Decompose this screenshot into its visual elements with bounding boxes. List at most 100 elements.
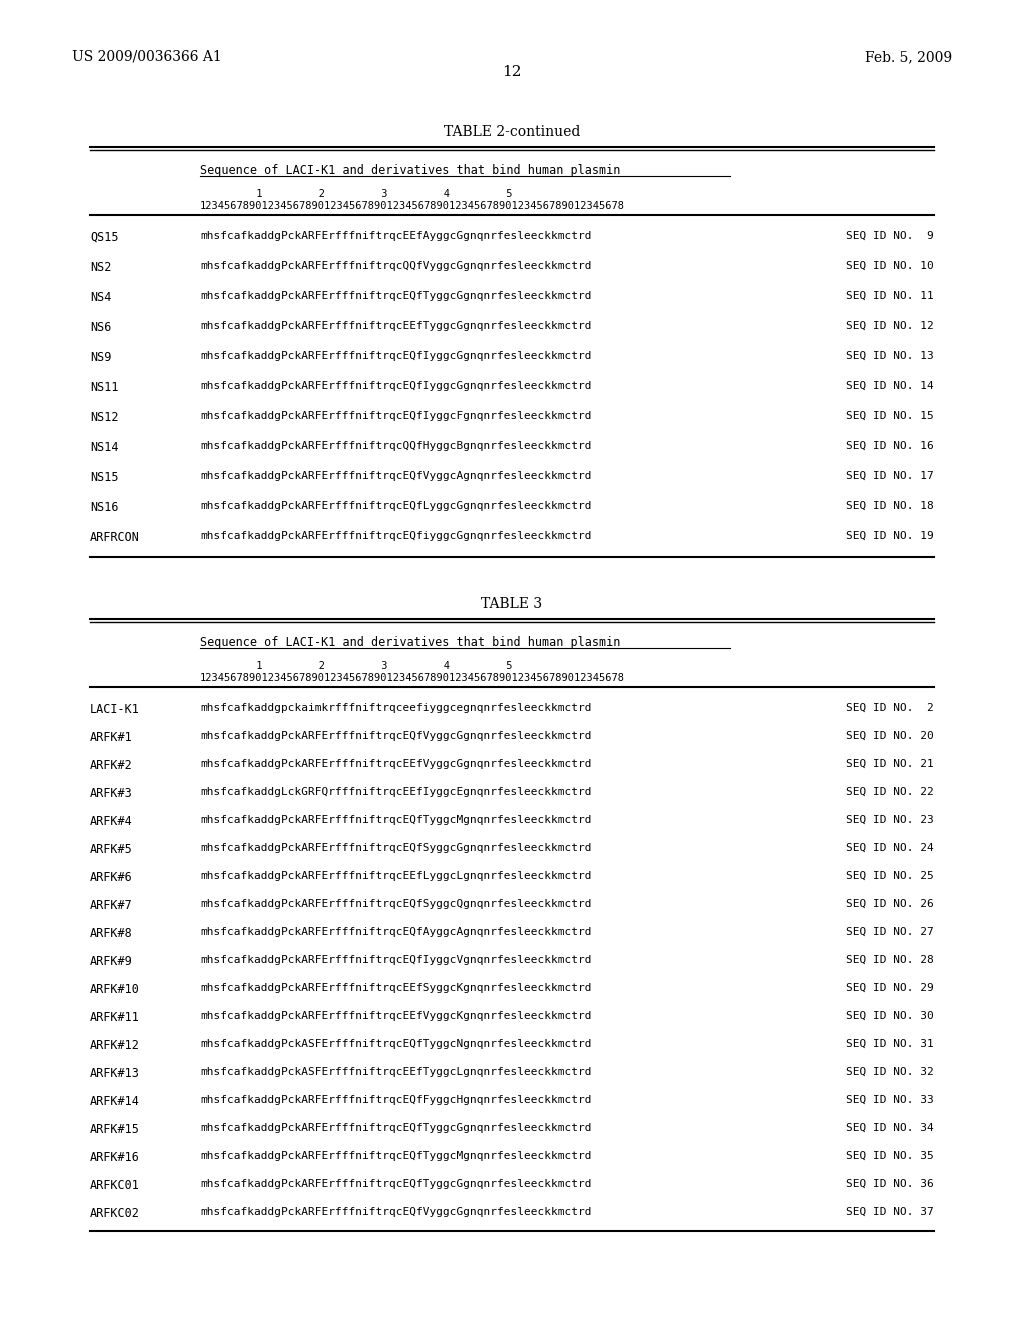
Text: QS15: QS15: [90, 231, 119, 244]
Text: TABLE 3: TABLE 3: [481, 597, 543, 611]
Text: ARFK#11: ARFK#11: [90, 1011, 140, 1024]
Text: ARFK#9: ARFK#9: [90, 954, 133, 968]
Text: mhsfcafkaddgPckARFErfffniftrqcEQfSyggcQgnqnrfesleeckkmctrd: mhsfcafkaddgPckARFErfffniftrqcEQfSyggcQg…: [200, 899, 592, 909]
Text: ARFK#12: ARFK#12: [90, 1039, 140, 1052]
Text: SEQ ID NO. 24: SEQ ID NO. 24: [846, 843, 934, 853]
Text: 12345678901234567890123456789012345678901234567890123456789012345678: 1234567890123456789012345678901234567890…: [200, 201, 625, 211]
Text: NS11: NS11: [90, 381, 119, 393]
Text: SEQ ID NO. 18: SEQ ID NO. 18: [846, 502, 934, 511]
Text: mhsfcafkaddgLckGRFQrfffniftrqcEEfIyggcEgnqnrfesleeckkmctrd: mhsfcafkaddgLckGRFQrfffniftrqcEEfIyggcEg…: [200, 787, 592, 797]
Text: Sequence of LACI-K1 and derivatives that bind human plasmin: Sequence of LACI-K1 and derivatives that…: [200, 636, 621, 649]
Text: SEQ ID NO. 33: SEQ ID NO. 33: [846, 1096, 934, 1105]
Text: mhsfcafkaddgPckARFErfffniftrqcEEfAyggcGgnqnrfesleeckkmctrd: mhsfcafkaddgPckARFErfffniftrqcEEfAyggcGg…: [200, 231, 592, 242]
Text: SEQ ID NO. 11: SEQ ID NO. 11: [846, 290, 934, 301]
Text: TABLE 2-continued: TABLE 2-continued: [443, 125, 581, 139]
Text: mhsfcafkaddgPckARFErfffniftrqcEQfTyggcMgnqnrfesleeckkmctrd: mhsfcafkaddgPckARFErfffniftrqcEQfTyggcMg…: [200, 1151, 592, 1162]
Text: NS4: NS4: [90, 290, 112, 304]
Text: mhsfcafkaddgPckARFErfffniftrqcEEfSyggcKgnqnrfesleeckkmctrd: mhsfcafkaddgPckARFErfffniftrqcEEfSyggcKg…: [200, 983, 592, 993]
Text: ARFK#6: ARFK#6: [90, 871, 133, 884]
Text: mhsfcafkaddgPckARFErfffniftrqcEQfIyggcFgnqnrfesleeckkmctrd: mhsfcafkaddgPckARFErfffniftrqcEQfIyggcFg…: [200, 411, 592, 421]
Text: mhsfcafkaddgPckARFErfffniftrqcEQfAyggcAgnqnrfesleeckkmctrd: mhsfcafkaddgPckARFErfffniftrqcEQfAyggcAg…: [200, 927, 592, 937]
Text: SEQ ID NO. 14: SEQ ID NO. 14: [846, 381, 934, 391]
Text: mhsfcafkaddgpckaimkrfffniftrqceefiyggcegnqnrfesleeckkmctrd: mhsfcafkaddgpckaimkrfffniftrqceefiyggceg…: [200, 704, 592, 713]
Text: US 2009/0036366 A1: US 2009/0036366 A1: [72, 50, 222, 63]
Text: ARFK#10: ARFK#10: [90, 983, 140, 997]
Text: NS9: NS9: [90, 351, 112, 364]
Text: mhsfcafkaddgPckARFErfffniftrqcEQfVyggcGgnqnrfesleeckkmctrd: mhsfcafkaddgPckARFErfffniftrqcEQfVyggcGg…: [200, 731, 592, 741]
Text: ARFRCON: ARFRCON: [90, 531, 140, 544]
Text: ARFK#3: ARFK#3: [90, 787, 133, 800]
Text: 12345678901234567890123456789012345678901234567890123456789012345678: 1234567890123456789012345678901234567890…: [200, 673, 625, 682]
Text: SEQ ID NO. 15: SEQ ID NO. 15: [846, 411, 934, 421]
Text: ARFK#16: ARFK#16: [90, 1151, 140, 1164]
Text: mhsfcafkaddgPckASFErfffniftrqcEEfTyggcLgnqnrfesleeckkmctrd: mhsfcafkaddgPckASFErfffniftrqcEEfTyggcLg…: [200, 1067, 592, 1077]
Text: SEQ ID NO. 12: SEQ ID NO. 12: [846, 321, 934, 331]
Text: mhsfcafkaddgPckARFErfffniftrqcEQfSyggcGgnqnrfesleeckkmctrd: mhsfcafkaddgPckARFErfffniftrqcEQfSyggcGg…: [200, 843, 592, 853]
Text: mhsfcafkaddgPckARFErfffniftrqcQQfVyggcGgnqnrfesleeckkmctrd: mhsfcafkaddgPckARFErfffniftrqcQQfVyggcGg…: [200, 261, 592, 271]
Text: SEQ ID NO. 17: SEQ ID NO. 17: [846, 471, 934, 480]
Text: SEQ ID NO. 34: SEQ ID NO. 34: [846, 1123, 934, 1133]
Text: ARFKC02: ARFKC02: [90, 1206, 140, 1220]
Text: 12: 12: [502, 65, 522, 79]
Text: ARFK#4: ARFK#4: [90, 814, 133, 828]
Text: ARFK#5: ARFK#5: [90, 843, 133, 855]
Text: mhsfcafkaddgPckARFErfffniftrqcEQfIyggcGgnqnrfesleeckkmctrd: mhsfcafkaddgPckARFErfffniftrqcEQfIyggcGg…: [200, 381, 592, 391]
Text: SEQ ID NO. 36: SEQ ID NO. 36: [846, 1179, 934, 1189]
Text: mhsfcafkaddgPckARFErfffniftrqcEQfIyggcGgnqnrfesleeckkmctrd: mhsfcafkaddgPckARFErfffniftrqcEQfIyggcGg…: [200, 351, 592, 360]
Text: Sequence of LACI-K1 and derivatives that bind human plasmin: Sequence of LACI-K1 and derivatives that…: [200, 164, 621, 177]
Text: SEQ ID NO. 31: SEQ ID NO. 31: [846, 1039, 934, 1049]
Text: mhsfcafkaddgPckARFErfffniftrqcEQfLyggcGgnqnrfesleeckkmctrd: mhsfcafkaddgPckARFErfffniftrqcEQfLyggcGg…: [200, 502, 592, 511]
Text: SEQ ID NO. 35: SEQ ID NO. 35: [846, 1151, 934, 1162]
Text: mhsfcafkaddgPckARFErfffniftrqcQQfHyggcBgnqnrfesleeckkmctrd: mhsfcafkaddgPckARFErfffniftrqcQQfHyggcBg…: [200, 441, 592, 451]
Text: SEQ ID NO. 26: SEQ ID NO. 26: [846, 899, 934, 909]
Text: NS6: NS6: [90, 321, 112, 334]
Text: ARFK#7: ARFK#7: [90, 899, 133, 912]
Text: ARFK#1: ARFK#1: [90, 731, 133, 744]
Text: ARFK#14: ARFK#14: [90, 1096, 140, 1107]
Text: ARFK#15: ARFK#15: [90, 1123, 140, 1137]
Text: mhsfcafkaddgPckARFErfffniftrqcEEfVyggcGgnqnrfesleeckkmctrd: mhsfcafkaddgPckARFErfffniftrqcEEfVyggcGg…: [200, 759, 592, 770]
Text: SEQ ID NO. 21: SEQ ID NO. 21: [846, 759, 934, 770]
Text: SEQ ID NO. 19: SEQ ID NO. 19: [846, 531, 934, 541]
Text: ARFK#8: ARFK#8: [90, 927, 133, 940]
Text: mhsfcafkaddgPckARFErfffniftrqcEQfIyggcVgnqnrfesleeckkmctrd: mhsfcafkaddgPckARFErfffniftrqcEQfIyggcVg…: [200, 954, 592, 965]
Text: NS15: NS15: [90, 471, 119, 484]
Text: mhsfcafkaddgPckARFErfffniftrqcEEfVyggcKgnqnrfesleeckkmctrd: mhsfcafkaddgPckARFErfffniftrqcEEfVyggcKg…: [200, 1011, 592, 1020]
Text: SEQ ID NO. 23: SEQ ID NO. 23: [846, 814, 934, 825]
Text: 1         2         3         4         5: 1 2 3 4 5: [200, 189, 512, 199]
Text: SEQ ID NO. 22: SEQ ID NO. 22: [846, 787, 934, 797]
Text: SEQ ID NO. 25: SEQ ID NO. 25: [846, 871, 934, 880]
Text: Feb. 5, 2009: Feb. 5, 2009: [865, 50, 952, 63]
Text: SEQ ID NO.  9: SEQ ID NO. 9: [846, 231, 934, 242]
Text: SEQ ID NO. 10: SEQ ID NO. 10: [846, 261, 934, 271]
Text: SEQ ID NO. 20: SEQ ID NO. 20: [846, 731, 934, 741]
Text: mhsfcafkaddgPckARFErfffniftrqcEQfiyggcGgnqnrfesleeckkmctrd: mhsfcafkaddgPckARFErfffniftrqcEQfiyggcGg…: [200, 531, 592, 541]
Text: mhsfcafkaddgPckARFErfffniftrqcEQfFyggcHgnqnrfesleeckkmctrd: mhsfcafkaddgPckARFErfffniftrqcEQfFyggcHg…: [200, 1096, 592, 1105]
Text: SEQ ID NO. 28: SEQ ID NO. 28: [846, 954, 934, 965]
Text: mhsfcafkaddgPckARFErfffniftrqcEQfVyggcAgnqnrfesleeckkmctrd: mhsfcafkaddgPckARFErfffniftrqcEQfVyggcAg…: [200, 471, 592, 480]
Text: SEQ ID NO. 37: SEQ ID NO. 37: [846, 1206, 934, 1217]
Text: mhsfcafkaddgPckARFErfffniftrqcEQfTyggcGgnqnrfesleeckkmctrd: mhsfcafkaddgPckARFErfffniftrqcEQfTyggcGg…: [200, 290, 592, 301]
Text: mhsfcafkaddgPckARFErfffniftrqcEEfLyggcLgnqnrfesleeckkmctrd: mhsfcafkaddgPckARFErfffniftrqcEEfLyggcLg…: [200, 871, 592, 880]
Text: SEQ ID NO. 30: SEQ ID NO. 30: [846, 1011, 934, 1020]
Text: SEQ ID NO. 32: SEQ ID NO. 32: [846, 1067, 934, 1077]
Text: SEQ ID NO. 16: SEQ ID NO. 16: [846, 441, 934, 451]
Text: mhsfcafkaddgPckARFErfffniftrqcEQfTyggcMgnqnrfesleeckkmctrd: mhsfcafkaddgPckARFErfffniftrqcEQfTyggcMg…: [200, 814, 592, 825]
Text: ARFKC01: ARFKC01: [90, 1179, 140, 1192]
Text: SEQ ID NO. 29: SEQ ID NO. 29: [846, 983, 934, 993]
Text: NS16: NS16: [90, 502, 119, 513]
Text: NS12: NS12: [90, 411, 119, 424]
Text: NS2: NS2: [90, 261, 112, 275]
Text: SEQ ID NO. 13: SEQ ID NO. 13: [846, 351, 934, 360]
Text: NS14: NS14: [90, 441, 119, 454]
Text: mhsfcafkaddgPckARFErfffniftrqcEEfTyggcGgnqnrfesleeckkmctrd: mhsfcafkaddgPckARFErfffniftrqcEEfTyggcGg…: [200, 321, 592, 331]
Text: mhsfcafkaddgPckARFErfffniftrqcEQfTyggcGgnqnrfesleeckkmctrd: mhsfcafkaddgPckARFErfffniftrqcEQfTyggcGg…: [200, 1123, 592, 1133]
Text: SEQ ID NO. 27: SEQ ID NO. 27: [846, 927, 934, 937]
Text: mhsfcafkaddgPckASFErfffniftrqcEQfTyggcNgnqnrfesleeckkmctrd: mhsfcafkaddgPckASFErfffniftrqcEQfTyggcNg…: [200, 1039, 592, 1049]
Text: ARFK#13: ARFK#13: [90, 1067, 140, 1080]
Text: mhsfcafkaddgPckARFErfffniftrqcEQfVyggcGgnqnrfesleeckkmctrd: mhsfcafkaddgPckARFErfffniftrqcEQfVyggcGg…: [200, 1206, 592, 1217]
Text: mhsfcafkaddgPckARFErfffniftrqcEQfTyggcGgnqnrfesleeckkmctrd: mhsfcafkaddgPckARFErfffniftrqcEQfTyggcGg…: [200, 1179, 592, 1189]
Text: 1         2         3         4         5: 1 2 3 4 5: [200, 661, 512, 671]
Text: LACI-K1: LACI-K1: [90, 704, 140, 715]
Text: ARFK#2: ARFK#2: [90, 759, 133, 772]
